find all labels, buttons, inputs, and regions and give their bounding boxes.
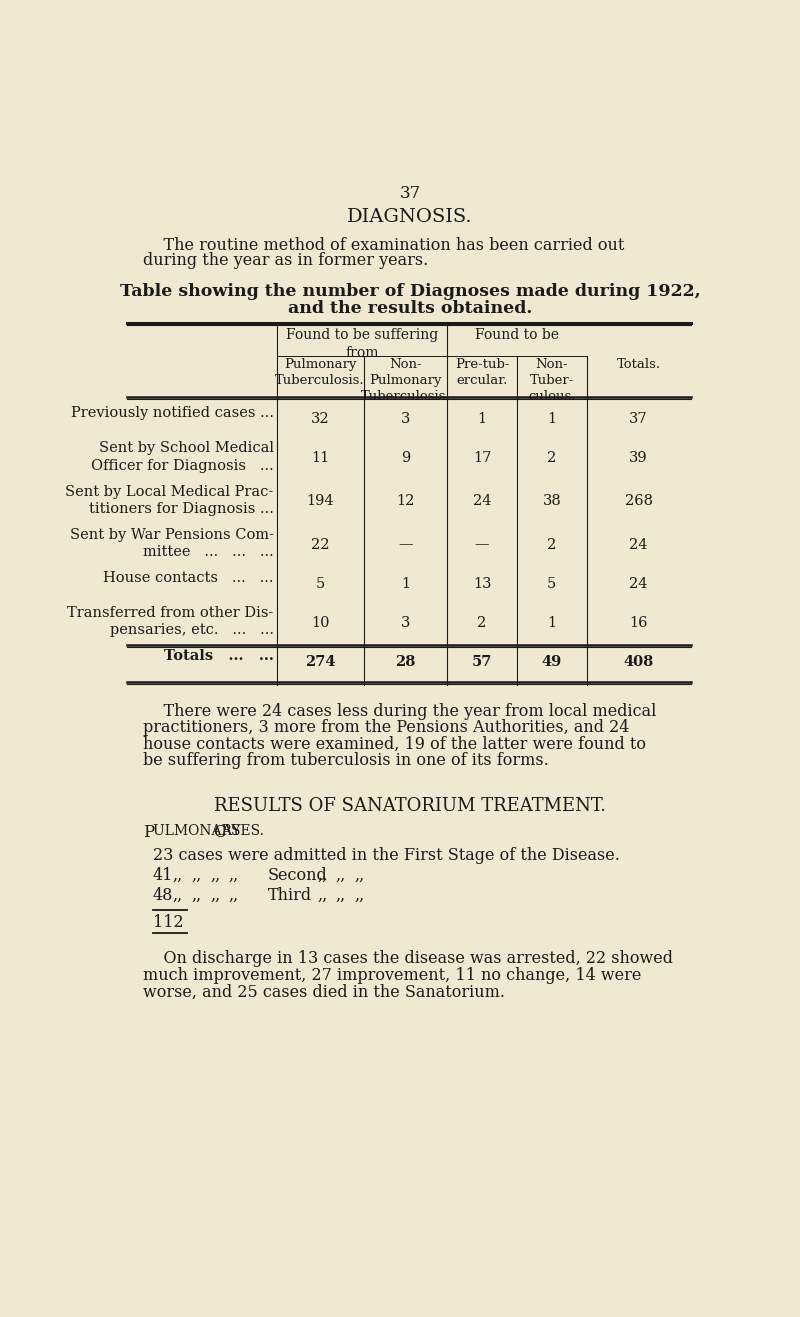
Text: 408: 408 bbox=[623, 656, 654, 669]
Text: 24: 24 bbox=[630, 537, 648, 552]
Text: ,,: ,, bbox=[173, 888, 183, 905]
Text: —: — bbox=[474, 537, 490, 552]
Text: 38: 38 bbox=[542, 494, 562, 508]
Text: Sent by War Pensions Com-
mittee   ...   ...   ...: Sent by War Pensions Com- mittee ... ...… bbox=[70, 528, 274, 558]
Text: 194: 194 bbox=[306, 494, 334, 508]
Text: —: — bbox=[398, 537, 413, 552]
Text: 274: 274 bbox=[305, 656, 335, 669]
Text: house contacts were examined, 19 of the latter were found to: house contacts were examined, 19 of the … bbox=[142, 735, 646, 752]
Text: Totals   ...   ...: Totals ... ... bbox=[164, 649, 274, 664]
Text: ,,: ,, bbox=[210, 867, 220, 884]
Text: Sent by Local Medical Prac-
titioners for Diagnosis ...: Sent by Local Medical Prac- titioners fo… bbox=[66, 485, 274, 516]
Text: ASES.: ASES. bbox=[221, 824, 264, 838]
Text: 12: 12 bbox=[396, 494, 414, 508]
Text: Previously notified cases ...: Previously notified cases ... bbox=[70, 406, 274, 420]
Text: ,,: ,, bbox=[354, 867, 365, 884]
Text: ,,: ,, bbox=[317, 888, 327, 905]
Text: Pulmonary
Tuberculosis.: Pulmonary Tuberculosis. bbox=[275, 358, 365, 387]
Text: ,,: ,, bbox=[229, 888, 239, 905]
Text: 48: 48 bbox=[153, 888, 173, 905]
Text: 37: 37 bbox=[399, 184, 421, 202]
Text: 2: 2 bbox=[478, 616, 486, 630]
Text: Transferred from other Dis-
pensaries, etc.   ...   ...: Transferred from other Dis- pensaries, e… bbox=[67, 606, 274, 637]
Text: be suffering from tuberculosis in one of its forms.: be suffering from tuberculosis in one of… bbox=[142, 752, 548, 769]
Text: 41: 41 bbox=[153, 867, 173, 884]
Text: On discharge in 13 cases the disease was arrested, 22 showed: On discharge in 13 cases the disease was… bbox=[142, 950, 673, 967]
Text: 1: 1 bbox=[478, 412, 486, 427]
Text: 17: 17 bbox=[473, 452, 491, 465]
Text: 5: 5 bbox=[547, 577, 557, 591]
Text: C: C bbox=[213, 824, 226, 842]
Text: ULMONARY: ULMONARY bbox=[153, 824, 245, 838]
Text: Found to be suffering
from: Found to be suffering from bbox=[286, 328, 438, 360]
Text: 9: 9 bbox=[401, 452, 410, 465]
Text: Table showing the number of Diagnoses made during 1922,: Table showing the number of Diagnoses ma… bbox=[120, 283, 700, 300]
Text: much improvement, 27 improvement, 11 no change, 14 were: much improvement, 27 improvement, 11 no … bbox=[142, 967, 641, 984]
Text: 22: 22 bbox=[311, 537, 330, 552]
Text: 112: 112 bbox=[153, 914, 183, 931]
Text: Found to be: Found to be bbox=[475, 328, 559, 342]
Text: 2: 2 bbox=[547, 452, 557, 465]
Text: 24: 24 bbox=[630, 577, 648, 591]
Text: Third: Third bbox=[267, 888, 311, 905]
Text: 13: 13 bbox=[473, 577, 491, 591]
Text: 49: 49 bbox=[542, 656, 562, 669]
Text: ,,: ,, bbox=[191, 867, 202, 884]
Text: 3: 3 bbox=[401, 412, 410, 427]
Text: Non-
Pulmonary
Tuberculosis.: Non- Pulmonary Tuberculosis. bbox=[361, 358, 450, 403]
Text: There were 24 cases less during the year from local medical: There were 24 cases less during the year… bbox=[142, 703, 656, 720]
Text: 24: 24 bbox=[473, 494, 491, 508]
Text: ,,: ,, bbox=[336, 867, 346, 884]
Text: 1: 1 bbox=[547, 412, 556, 427]
Text: 1: 1 bbox=[401, 577, 410, 591]
Text: RESULTS OF SANATORIUM TREATMENT.: RESULTS OF SANATORIUM TREATMENT. bbox=[214, 797, 606, 815]
Text: 5: 5 bbox=[315, 577, 325, 591]
Text: 10: 10 bbox=[311, 616, 330, 630]
Text: 2: 2 bbox=[547, 537, 557, 552]
Text: Pre-tub-
ercular.: Pre-tub- ercular. bbox=[455, 358, 510, 387]
Text: ,,: ,, bbox=[336, 888, 346, 905]
Text: ,,: ,, bbox=[191, 888, 202, 905]
Text: House contacts   ...   ...: House contacts ... ... bbox=[103, 570, 274, 585]
Text: 11: 11 bbox=[311, 452, 330, 465]
Text: 3: 3 bbox=[401, 616, 410, 630]
Text: 1: 1 bbox=[547, 616, 556, 630]
Text: 37: 37 bbox=[630, 412, 648, 427]
Text: ,,: ,, bbox=[173, 867, 183, 884]
Text: ,,: ,, bbox=[229, 867, 239, 884]
Text: 32: 32 bbox=[310, 412, 330, 427]
Text: ,,: ,, bbox=[354, 888, 365, 905]
Text: 57: 57 bbox=[472, 656, 492, 669]
Text: Sent by School Medical
Officer for Diagnosis   ...: Sent by School Medical Officer for Diagn… bbox=[91, 441, 274, 473]
Text: ,,: ,, bbox=[317, 867, 327, 884]
Text: Non-
Tuber-
culous.: Non- Tuber- culous. bbox=[528, 358, 575, 403]
Text: and the results obtained.: and the results obtained. bbox=[288, 300, 532, 316]
Text: 23 cases were admitted in the First Stage of the Disease.: 23 cases were admitted in the First Stag… bbox=[153, 847, 619, 864]
Text: ,,: ,, bbox=[210, 888, 220, 905]
Text: P: P bbox=[142, 824, 154, 842]
Text: Second: Second bbox=[267, 867, 327, 884]
Text: 16: 16 bbox=[630, 616, 648, 630]
Text: 268: 268 bbox=[625, 494, 653, 508]
Text: 28: 28 bbox=[395, 656, 415, 669]
Text: Totals.: Totals. bbox=[617, 358, 661, 371]
Text: worse, and 25 cases died in the Sanatorium.: worse, and 25 cases died in the Sanatori… bbox=[142, 984, 505, 1001]
Text: The routine method of examination has been carried out: The routine method of examination has be… bbox=[142, 237, 624, 254]
Text: 39: 39 bbox=[630, 452, 648, 465]
Text: during the year as in former years.: during the year as in former years. bbox=[142, 252, 428, 269]
Text: DIAGNOSIS.: DIAGNOSIS. bbox=[347, 208, 473, 227]
Text: practitioners, 3 more from the Pensions Authorities, and 24: practitioners, 3 more from the Pensions … bbox=[142, 719, 629, 736]
